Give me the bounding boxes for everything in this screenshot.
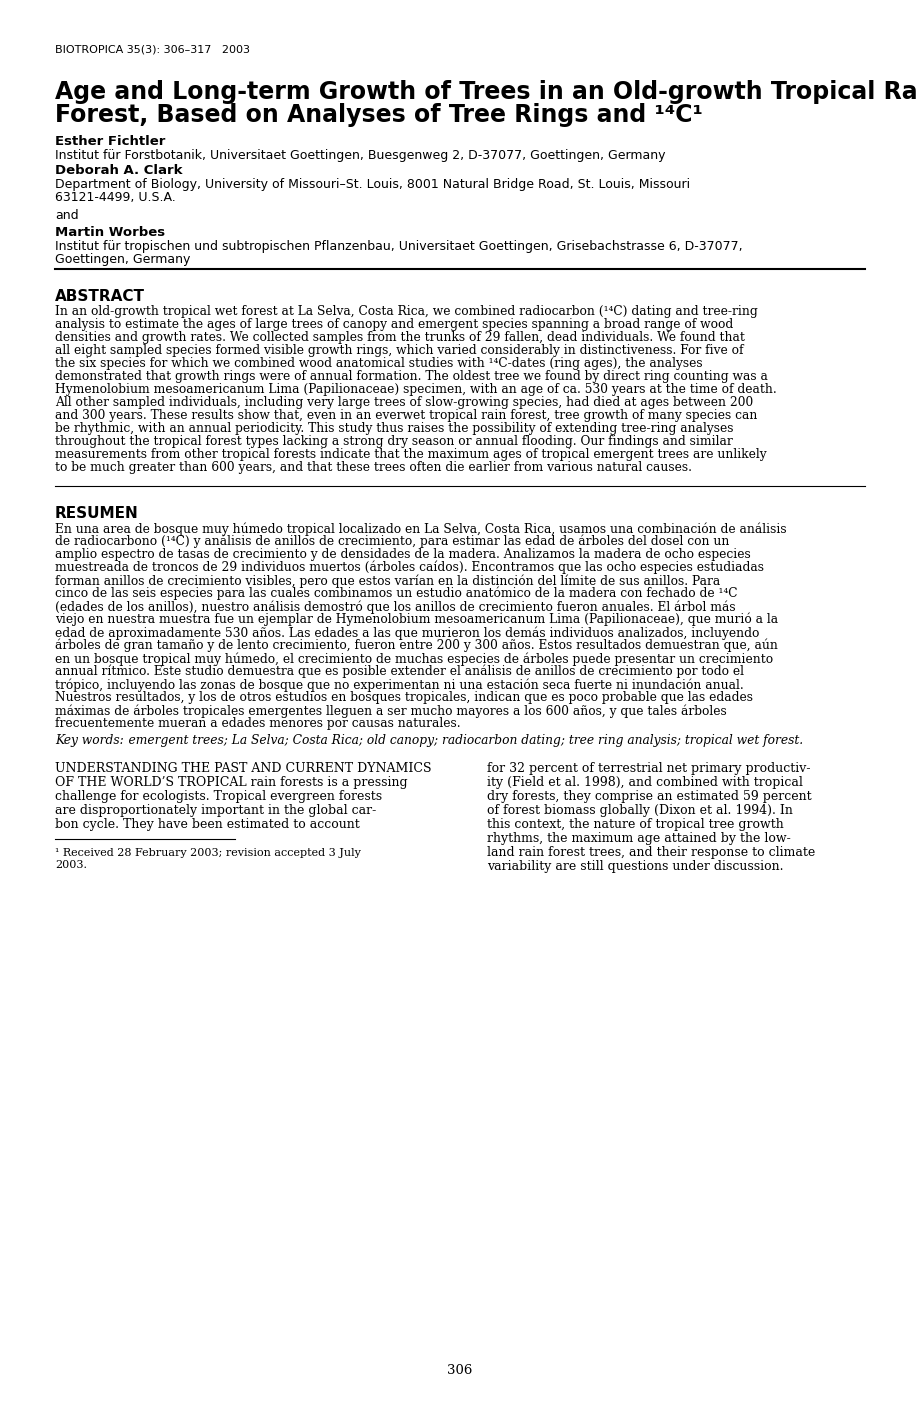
Text: Goettingen, Germany: Goettingen, Germany [55,253,190,266]
Text: muestreada de troncos de 29 individuos muertos (árboles caídos). Encontramos que: muestreada de troncos de 29 individuos m… [55,560,763,574]
Text: árboles de gran tamaño y de lento crecimiento, fueron entre 200 y 300 años. Esto: árboles de gran tamaño y de lento crecim… [55,640,777,652]
Text: and 300 years. These results show that, even in an everwet tropical rain forest,: and 300 years. These results show that, … [55,409,756,422]
Text: of forest biomass globally (Dixon et al. 1994). In: of forest biomass globally (Dixon et al.… [486,804,792,816]
Text: all eight sampled species formed visible growth rings, which varied considerably: all eight sampled species formed visible… [55,344,743,357]
Text: trópico, incluyendo las zonas de bosque que no experimentan ni una estación seca: trópico, incluyendo las zonas de bosque … [55,678,743,692]
Text: dry forests, they comprise an estimated 59 percent: dry forests, they comprise an estimated … [486,790,811,802]
Text: Deborah A. Clark: Deborah A. Clark [55,164,182,177]
Text: measurements from other tropical forests indicate that the maximum ages of tropi: measurements from other tropical forests… [55,449,766,461]
Text: en un bosque tropical muy húmedo, el crecimiento de muchas especies de árboles p: en un bosque tropical muy húmedo, el cre… [55,652,772,665]
Text: rhythms, the maximum age attained by the low-: rhythms, the maximum age attained by the… [486,832,790,845]
Text: 63121-4499, U.S.A.: 63121-4499, U.S.A. [55,191,176,204]
Text: UNDERSTANDING THE PAST AND CURRENT DYNAMICS: UNDERSTANDING THE PAST AND CURRENT DYNAM… [55,763,431,775]
Text: All other sampled individuals, including very large trees of slow-growing specie: All other sampled individuals, including… [55,396,753,409]
Text: Forest, Based on Analyses of Tree Rings and ¹⁴C¹: Forest, Based on Analyses of Tree Rings … [55,103,702,127]
Text: 2003.: 2003. [55,860,87,870]
Text: be rhythmic, with an annual periodicity. This study thus raises the possibility : be rhythmic, with an annual periodicity.… [55,422,732,434]
Text: variability are still questions under discussion.: variability are still questions under di… [486,860,783,873]
Text: Hymenolobium mesoamericanum Lima (Papilionaceae) specimen, with an age of ca. 53: Hymenolobium mesoamericanum Lima (Papili… [55,383,776,396]
Text: analysis to estimate the ages of large trees of canopy and emergent species span: analysis to estimate the ages of large t… [55,318,732,331]
Text: forman anillos de crecimiento visibles, pero que estos varían en la distinción d: forman anillos de crecimiento visibles, … [55,574,720,587]
Text: cinco de las seis especies para las cuales combinamos un estudio anatómico de la: cinco de las seis especies para las cual… [55,587,737,600]
Text: Institut für tropischen und subtropischen Pflanzenbau, Universitaet Goettingen, : Institut für tropischen und subtropische… [55,241,742,253]
Text: ABSTRACT: ABSTRACT [55,289,145,304]
Text: frecuentemente mueran a edades menores por causas naturales.: frecuentemente mueran a edades menores p… [55,717,460,730]
Text: BIOTROPICA 35(3): 306–317   2003: BIOTROPICA 35(3): 306–317 2003 [55,45,250,55]
Text: to be much greater than 600 years, and that these trees often die earlier from v: to be much greater than 600 years, and t… [55,461,691,474]
Text: demonstrated that growth rings were of annual formation. The oldest tree we foun: demonstrated that growth rings were of a… [55,369,767,383]
Text: Esther Fichtler: Esther Fichtler [55,134,165,149]
Text: bon cycle. They have been estimated to account: bon cycle. They have been estimated to a… [55,818,359,831]
Text: this context, the nature of tropical tree growth: this context, the nature of tropical tre… [486,818,783,831]
Text: Department of Biology, University of Missouri–St. Louis, 8001 Natural Bridge Roa: Department of Biology, University of Mis… [55,178,689,191]
Text: densities and growth rates. We collected samples from the trunks of 29 fallen, d: densities and growth rates. We collected… [55,331,744,344]
Text: edad de aproximadamente 530 años. Las edades a las que murieron los demás indivi: edad de aproximadamente 530 años. Las ed… [55,625,758,640]
Text: máximas de árboles tropicales emergentes lleguen a ser mucho mayores a los 600 a: máximas de árboles tropicales emergentes… [55,705,726,717]
Text: the six species for which we combined wood anatomical studies with ¹⁴C-dates (ri: the six species for which we combined wo… [55,357,702,369]
Text: emergent trees; La Selva; Costa Rica; old canopy; radiocarbon dating; tree ring : emergent trees; La Selva; Costa Rica; ol… [113,734,802,747]
Text: RESUMEN: RESUMEN [55,507,139,521]
Text: for 32 percent of terrestrial net primary productiv-: for 32 percent of terrestrial net primar… [486,763,810,775]
Text: land rain forest trees, and their response to climate: land rain forest trees, and their respon… [486,846,814,859]
Text: Institut für Forstbotanik, Universitaet Goettingen, Buesgenweg 2, D-37077, Goett: Institut für Forstbotanik, Universitaet … [55,149,664,161]
Text: challenge for ecologists. Tropical evergreen forests: challenge for ecologists. Tropical everg… [55,790,381,802]
Text: (edades de los anillos), nuestro análisis demostró que los anillos de crecimient: (edades de los anillos), nuestro análisi… [55,600,735,614]
Text: OF THE WORLD’S TROPICAL rain forests is a pressing: OF THE WORLD’S TROPICAL rain forests is … [55,775,407,790]
Text: Martin Worbes: Martin Worbes [55,226,165,239]
Text: Nuestros resultados, y los de otros estudios en bosques tropicales, indican que : Nuestros resultados, y los de otros estu… [55,691,752,705]
Text: are disproportionately important in the global car-: are disproportionately important in the … [55,804,376,816]
Text: ity (Field et al. 1998), and combined with tropical: ity (Field et al. 1998), and combined wi… [486,775,802,790]
Text: En una area de bosque muy húmedo tropical localizado en La Selva, Costa Rica, us: En una area de bosque muy húmedo tropica… [55,522,786,535]
Text: ¹ Received 28 February 2003; revision accepted 3 July: ¹ Received 28 February 2003; revision ac… [55,848,360,857]
Text: In an old-growth tropical wet forest at La Selva, Costa Rica, we combined radioc: In an old-growth tropical wet forest at … [55,306,757,318]
Text: 306: 306 [447,1364,472,1377]
Text: Key words:: Key words: [55,734,124,747]
Text: viejo en nuestra muestra fue un ejemplar de Hymenolobium mesoamericanum Lima (Pa: viejo en nuestra muestra fue un ejemplar… [55,613,777,627]
Text: amplio espectro de tasas de crecimiento y de densidades de la madera. Analizamos: amplio espectro de tasas de crecimiento … [55,548,750,560]
Text: de radiocarbono (¹⁴C) y análisis de anillos de crecimiento, para estimar las eda: de radiocarbono (¹⁴C) y análisis de anil… [55,535,729,549]
Text: throughout the tropical forest types lacking a strong dry season or annual flood: throughout the tropical forest types lac… [55,434,732,449]
Text: and: and [55,209,78,222]
Text: annual rítmico. Este studio demuestra que es posible extender el análisis de ani: annual rítmico. Este studio demuestra qu… [55,665,743,679]
Text: Age and Long-term Growth of Trees in an Old-growth Tropical Rain: Age and Long-term Growth of Trees in an … [55,81,919,103]
